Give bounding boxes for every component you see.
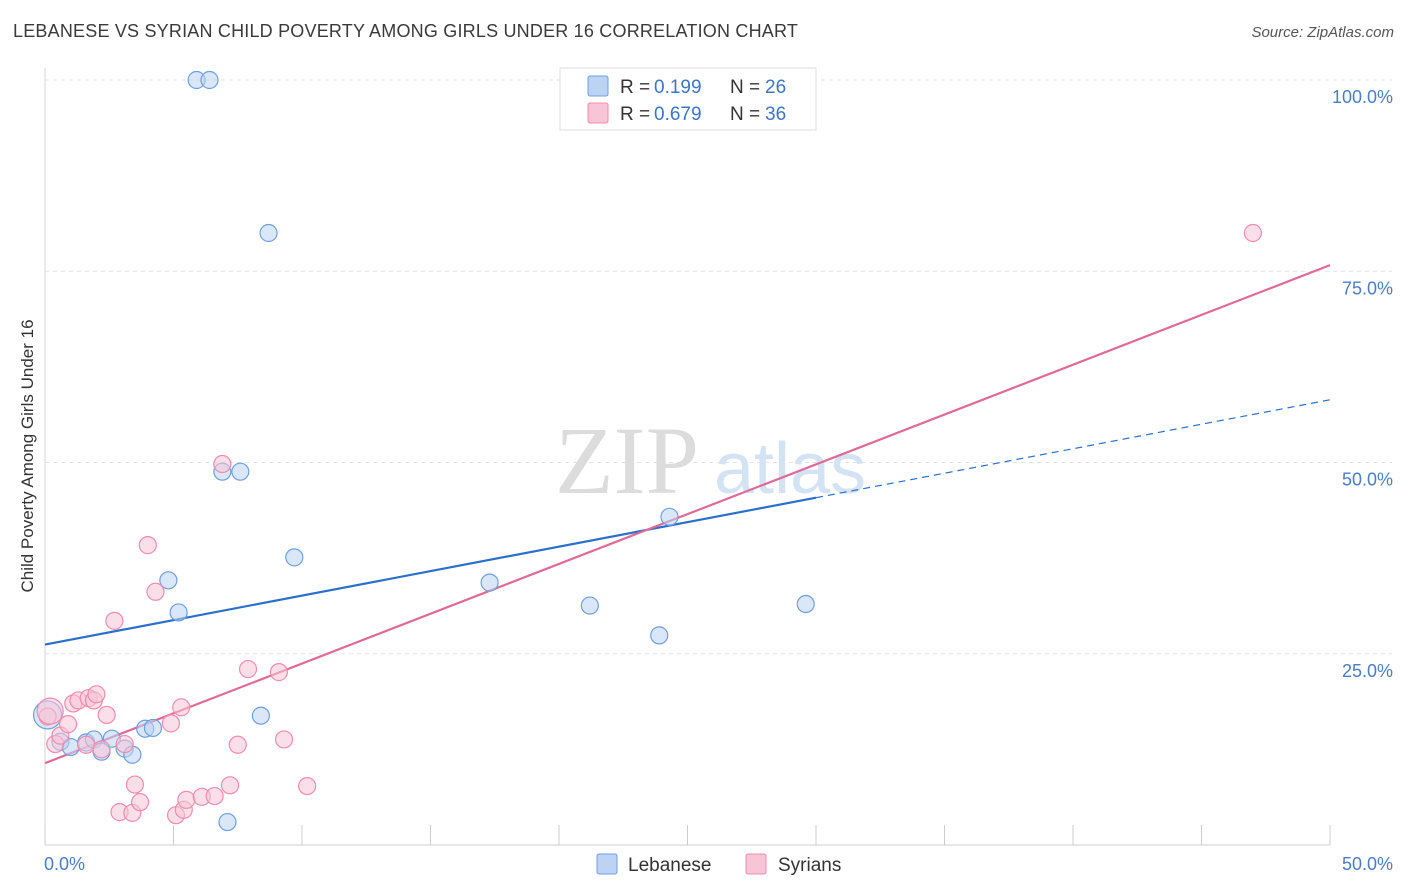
point-syrians-30 — [238, 659, 258, 679]
point-lebanese-25 — [796, 594, 815, 614]
x-tick-label-0: 0.0% — [44, 854, 85, 874]
trend-line-lebanese — [44, 496, 817, 646]
correlation-legend: R = 0.199 N = 26 R = 0.679 N = 36 — [559, 67, 817, 131]
watermark-atlas: atlas — [714, 429, 866, 509]
y-tick-label-0: 25.0% — [1342, 661, 1393, 681]
y-tick-label-1: 50.0% — [1342, 470, 1393, 490]
y-axis-label: Child Poverty Among Girls Under 16 — [18, 319, 37, 592]
point-syrians-35 — [36, 697, 64, 725]
point-syrians-3 — [59, 715, 78, 734]
y-tick-label-3: 100.0% — [1332, 87, 1393, 107]
x-tick-labels: 0.0% 50.0% — [44, 854, 1393, 874]
bottom-legend-label-lebanese: Lebanese — [628, 855, 711, 876]
chart-title: LEBANESE VS SYRIAN CHILD POVERTY AMONG G… — [13, 21, 799, 41]
point-syrians-17 — [130, 793, 150, 812]
point-lebanese-18 — [251, 706, 270, 725]
legend-swatch-lebanese — [587, 75, 609, 97]
point-lebanese-14 — [200, 70, 219, 90]
bottom-legend-label-syrians: Syrians — [778, 855, 841, 876]
point-syrians-10 — [92, 740, 111, 759]
legend-n-value-lebanese: 26 — [765, 77, 786, 98]
point-syrians-9 — [87, 685, 106, 704]
point-lebanese-12 — [169, 603, 188, 622]
bottom-legend-swatch-syrians — [745, 853, 767, 875]
bottom-legend-swatch-lebanese — [596, 853, 618, 875]
watermark-zip: ZIP — [555, 407, 699, 514]
point-lebanese-10 — [143, 718, 163, 738]
point-lebanese-16 — [218, 812, 237, 832]
point-lebanese-21 — [480, 573, 499, 592]
point-syrians-20 — [161, 714, 181, 733]
point-syrians-27 — [213, 454, 232, 474]
point-syrians-19 — [146, 582, 165, 601]
point-syrians-12 — [105, 611, 124, 630]
point-syrians-11 — [97, 705, 116, 725]
trend-lines — [44, 264, 1331, 765]
point-syrians-14 — [115, 734, 134, 754]
legend-n-label-syrians: N = — [730, 104, 760, 125]
point-lebanese-23 — [650, 626, 669, 645]
legend-swatch-syrians — [587, 102, 609, 124]
x-tick-label-1: 50.0% — [1342, 854, 1393, 874]
point-syrians-22 — [172, 698, 191, 717]
legend-n-label-lebanese: N = — [730, 77, 760, 98]
point-syrians-31 — [269, 663, 288, 682]
point-syrians-18 — [138, 536, 157, 555]
trend-line-syrians — [44, 264, 1331, 765]
point-syrians-26 — [205, 786, 224, 806]
series-legend: Lebanese Syrians — [596, 853, 841, 876]
point-lebanese-20 — [285, 548, 304, 567]
point-syrians-24 — [177, 790, 196, 809]
point-lebanese-22 — [580, 596, 599, 615]
point-lebanese-11 — [159, 571, 178, 590]
watermark: ZIP atlas — [555, 407, 866, 514]
legend-n-value-syrians: 36 — [765, 104, 786, 125]
data-points — [32, 70, 1263, 832]
point-lebanese-24 — [660, 507, 679, 526]
y-tick-labels: 25.0% 50.0% 75.0% 100.0% — [1332, 87, 1393, 681]
chart-source: Source: ZipAtlas.com — [1251, 24, 1394, 41]
point-syrians-33 — [298, 776, 317, 796]
point-syrians-32 — [274, 730, 294, 749]
point-lebanese-17 — [231, 462, 250, 481]
point-lebanese-19 — [259, 223, 278, 243]
point-syrians-16 — [125, 775, 145, 794]
legend-r-label-syrians: R = — [620, 104, 650, 125]
point-syrians-6 — [77, 735, 96, 754]
point-syrians-28 — [220, 776, 240, 795]
point-syrians-34 — [1243, 223, 1263, 243]
point-syrians-29 — [228, 735, 247, 754]
legend-r-label-lebanese: R = — [620, 77, 650, 98]
trend-extension-lebanese — [815, 399, 1331, 499]
y-tick-label-2: 75.0% — [1342, 278, 1393, 298]
grid-layer — [45, 79, 1392, 655]
legend-r-value-lebanese: 0.199 — [654, 77, 702, 98]
legend-r-value-syrians: 0.679 — [654, 104, 702, 125]
axes-layer — [44, 68, 1331, 846]
